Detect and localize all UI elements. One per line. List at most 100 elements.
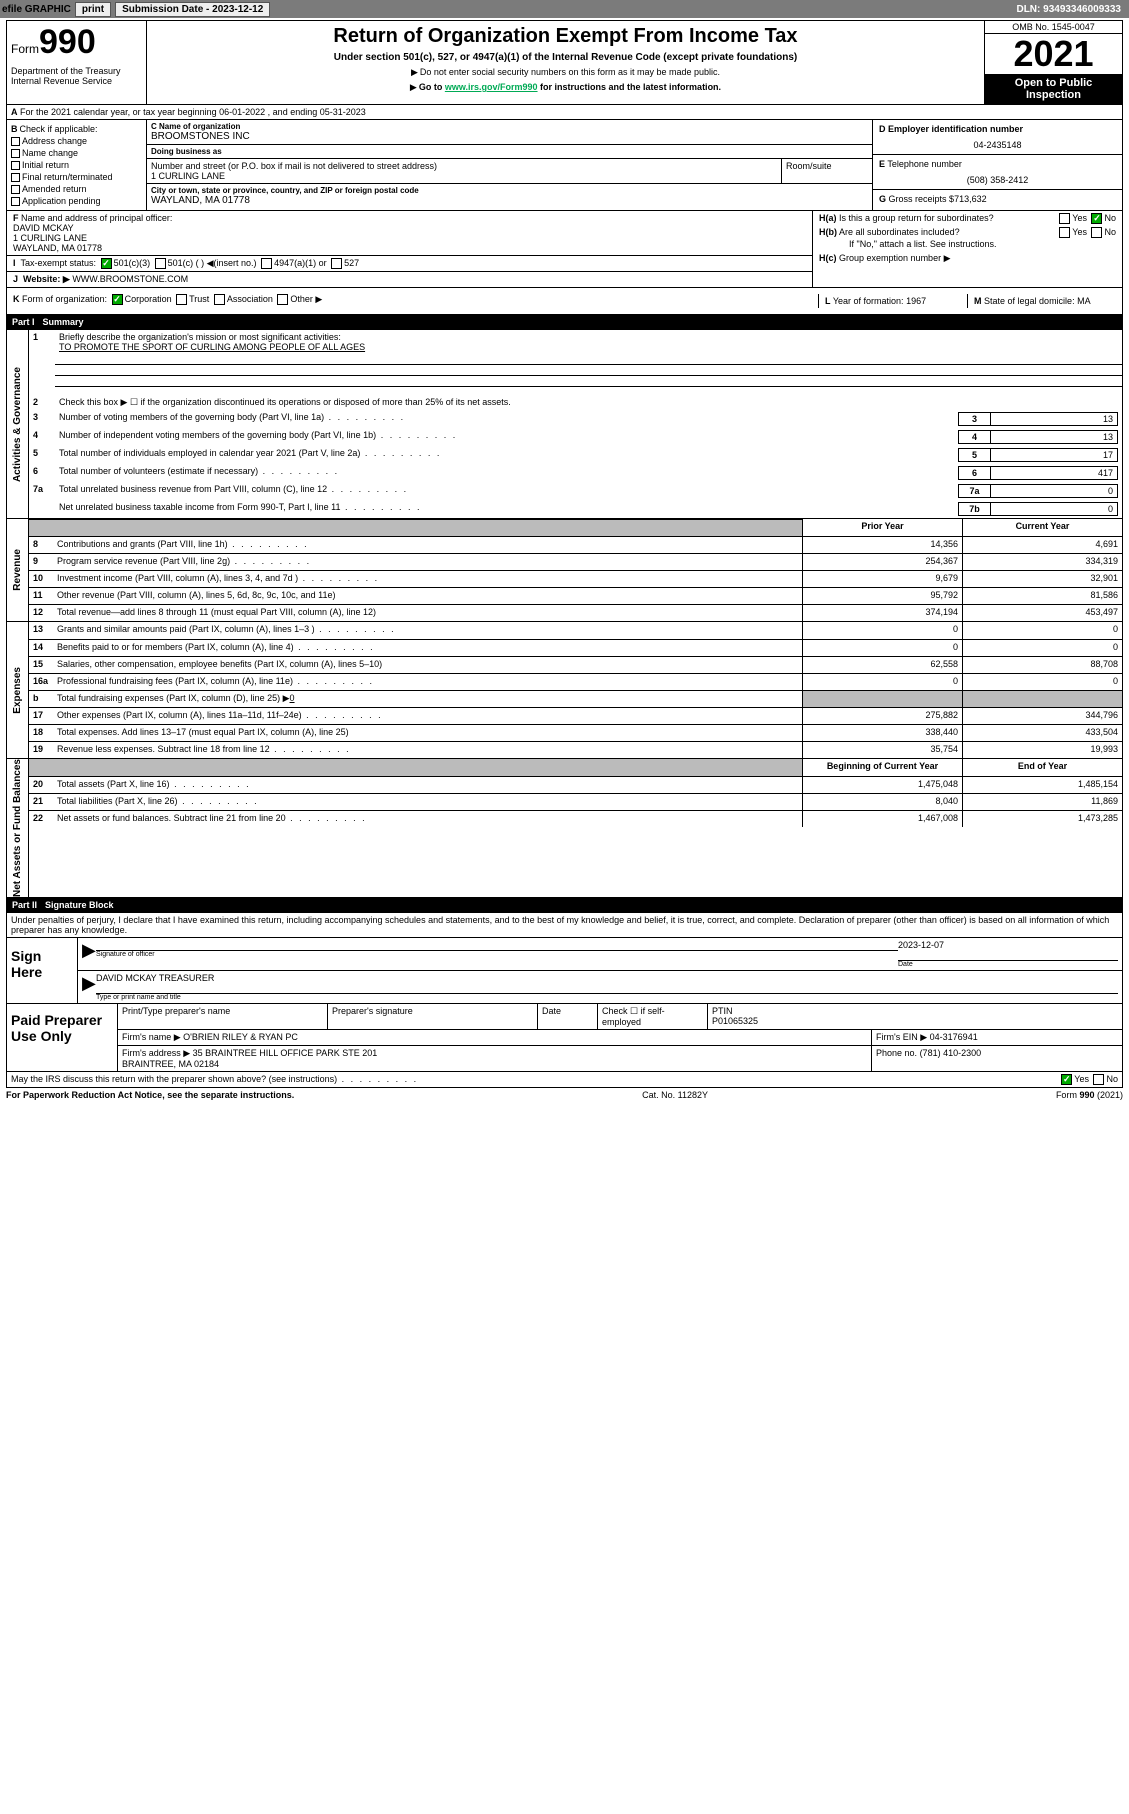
sidetab-expenses: Expenses [7, 622, 29, 758]
hb-yes: Yes [1072, 227, 1087, 237]
amended-return-label: Amended return [22, 184, 87, 194]
irs-link[interactable]: www.irs.gov/Form990 [445, 82, 538, 92]
line6-label: Total number of volunteers (estimate if … [59, 466, 958, 476]
line21-end: 11,869 [962, 794, 1122, 810]
form-page: Form990 Department of the Treasury Inter… [0, 18, 1129, 1110]
firm-phone-label: Phone no. [876, 1048, 917, 1058]
line17-current: 344,796 [962, 708, 1122, 724]
ha-label: Is this a group return for subordinates? [839, 213, 994, 223]
part2-header: Part II Signature Block [6, 898, 1123, 912]
print-button[interactable]: print [75, 2, 111, 17]
4947-checkbox[interactable] [261, 258, 272, 269]
part2-title: Signature Block [45, 900, 114, 910]
open-inspection: Open to Public Inspection [985, 74, 1122, 104]
501c3-checkbox[interactable] [101, 258, 112, 269]
check-applicable: Check if applicable: [20, 124, 98, 134]
part2-label: Part II [12, 900, 37, 910]
header-row: Form990 Department of the Treasury Inter… [6, 20, 1123, 105]
ha-no: No [1104, 213, 1116, 223]
section-expenses: Expenses 13Grants and similar amounts pa… [6, 622, 1123, 759]
line11-label: Other revenue (Part VIII, column (A), li… [57, 590, 335, 600]
line7b-value: 0 [990, 502, 1118, 516]
initial-return-checkbox[interactable] [11, 161, 20, 170]
gross-value: 713,632 [954, 194, 987, 204]
address-change-checkbox[interactable] [11, 137, 20, 146]
name-change-checkbox[interactable] [11, 149, 20, 158]
may-yes-checkbox[interactable] [1061, 1074, 1072, 1085]
line7a-label: Total unrelated business revenue from Pa… [59, 484, 958, 494]
line14-label: Benefits paid to or for members (Part IX… [57, 642, 375, 652]
hb-no-checkbox[interactable] [1091, 227, 1102, 238]
address-change-label: Address change [22, 136, 87, 146]
ssn-note: Do not enter social security numbers on … [420, 67, 720, 77]
line12-prior: 374,194 [802, 605, 962, 621]
ha-no-checkbox[interactable] [1091, 213, 1102, 224]
line15-current: 88,708 [962, 657, 1122, 673]
line17-label: Other expenses (Part IX, column (A), lin… [57, 710, 383, 720]
application-pending-label: Application pending [22, 196, 101, 206]
ha-yes-checkbox[interactable] [1059, 213, 1070, 224]
line18-prior: 338,440 [802, 725, 962, 741]
501c-checkbox[interactable] [155, 258, 166, 269]
tel-value: (508) 358-2412 [879, 175, 1116, 185]
final-return-checkbox[interactable] [11, 173, 20, 182]
ptin-label: PTIN [712, 1006, 733, 1016]
may-no-label: No [1106, 1074, 1118, 1084]
ha-yes: Yes [1072, 213, 1087, 223]
line16a-current: 0 [962, 674, 1122, 690]
527-checkbox[interactable] [331, 258, 342, 269]
other-label: Other ▶ [290, 294, 322, 304]
line1-label: Briefly describe the organization's miss… [59, 332, 341, 342]
application-pending-checkbox[interactable] [11, 197, 20, 206]
ptin-value: P01065325 [712, 1016, 758, 1026]
line16b-prior-shaded [802, 691, 962, 707]
form-title: Return of Organization Exempt From Incom… [153, 25, 978, 48]
line10-label: Investment income (Part VIII, column (A)… [57, 573, 379, 583]
mission-line2 [55, 354, 1122, 365]
hb-yes-checkbox[interactable] [1059, 227, 1070, 238]
street-value: 1 CURLING LANE [151, 171, 777, 181]
website-label: Website: ▶ [23, 274, 70, 284]
org-name: BROOMSTONES INC [151, 131, 868, 142]
officer-value: DAVID MCKAY 1 CURLING LANE WAYLAND, MA 0… [13, 223, 806, 253]
city-value: WAYLAND, MA 01778 [151, 195, 868, 206]
sig-date-label: Date [898, 960, 1118, 968]
goto-pre: Go to [419, 82, 445, 92]
may-discuss-label: May the IRS discuss this return with the… [11, 1074, 418, 1084]
line5-value: 17 [990, 448, 1118, 462]
form-number: 990 [39, 23, 96, 61]
other-checkbox[interactable] [277, 294, 288, 305]
street-label: Number and street (or P.O. box if mail i… [151, 161, 777, 171]
tax-year-range: For the 2021 calendar year, or tax year … [20, 107, 366, 117]
527-label: 527 [344, 258, 359, 268]
submission-date-button[interactable]: Submission Date - 2023-12-12 [115, 2, 270, 17]
sidetab-rev-label: Revenue [12, 549, 23, 591]
line4-value: 13 [990, 430, 1118, 444]
amended-return-checkbox[interactable] [11, 185, 20, 194]
assoc-checkbox[interactable] [214, 294, 225, 305]
sidetab-revenue: Revenue [7, 519, 29, 621]
line15-prior: 62,558 [802, 657, 962, 673]
line14-current: 0 [962, 640, 1122, 656]
officer-label: Name and address of principal officer: [21, 213, 172, 223]
room-label: Room/suite [786, 161, 868, 171]
line16b-current-shaded [962, 691, 1122, 707]
city-label: City or town, state or province, country… [151, 186, 868, 195]
firm-ein-label: Firm's EIN ▶ [876, 1032, 927, 1042]
line5-label: Total number of individuals employed in … [59, 448, 958, 458]
line5-num-cell: 5 [958, 448, 990, 462]
line22-end: 1,473,285 [962, 811, 1122, 827]
preparer-date-label: Date [538, 1004, 598, 1029]
part1-label: Part I [12, 317, 35, 327]
trust-checkbox[interactable] [176, 294, 187, 305]
domicile-value: MA [1077, 296, 1091, 306]
line19-current: 19,993 [962, 742, 1122, 758]
dln-label: DLN: 93493346009333 [1016, 4, 1127, 15]
hb-no: No [1104, 227, 1116, 237]
line13-prior: 0 [802, 622, 962, 639]
website-value: WWW.BROOMSTONE.COM [72, 274, 188, 284]
part1-title: Summary [43, 317, 84, 327]
corp-checkbox[interactable] [112, 294, 123, 305]
sign-here-label: Sign Here [7, 938, 77, 1003]
may-no-checkbox[interactable] [1093, 1074, 1104, 1085]
